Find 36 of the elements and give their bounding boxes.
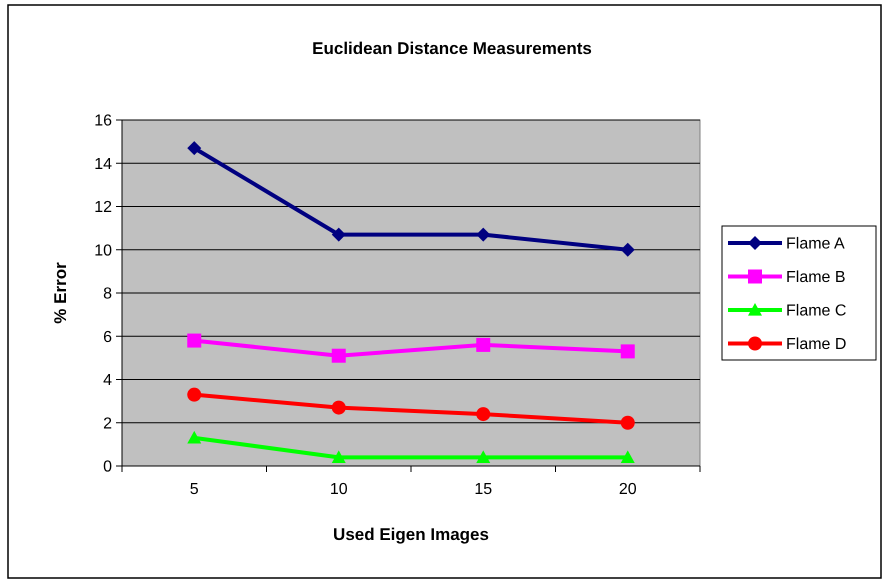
y-tick-label: 2 xyxy=(103,415,112,432)
legend-label: Flame A xyxy=(786,236,846,253)
point xyxy=(620,416,635,430)
x-tick-label: 15 xyxy=(474,481,492,498)
point xyxy=(620,344,635,358)
y-tick-label: 8 xyxy=(103,286,112,303)
x-tick-label: 20 xyxy=(618,481,637,498)
legend-label: Flame C xyxy=(786,302,846,320)
y-tick-label: 4 xyxy=(103,372,112,390)
y-axis-title: % Error xyxy=(51,262,70,324)
y-tick-label: 16 xyxy=(94,112,112,130)
y-tick-label: 12 xyxy=(94,199,112,216)
x-axis-title: Used Eigen Images xyxy=(333,525,489,544)
point xyxy=(332,450,346,463)
legend-label: Flame D xyxy=(786,336,846,354)
point xyxy=(332,348,346,363)
y-tick-label: 0 xyxy=(103,458,112,476)
point xyxy=(187,334,202,348)
point xyxy=(332,228,346,242)
legend-label: Flame B xyxy=(786,269,846,286)
y-tick-label: 6 xyxy=(103,328,112,346)
point xyxy=(332,400,346,415)
point xyxy=(476,450,490,463)
x-tick-label: 5 xyxy=(190,481,199,498)
point xyxy=(476,228,490,242)
x-tick-label: 10 xyxy=(330,481,348,498)
point xyxy=(620,242,635,257)
chart-title: Euclidean Distance Measurements xyxy=(312,39,592,58)
y-tick-label: 10 xyxy=(94,242,112,260)
point xyxy=(187,430,202,444)
point xyxy=(476,338,490,352)
point xyxy=(476,407,490,422)
point xyxy=(187,388,202,402)
point xyxy=(187,141,202,156)
point xyxy=(620,450,635,463)
y-tick-label: 14 xyxy=(94,156,112,173)
